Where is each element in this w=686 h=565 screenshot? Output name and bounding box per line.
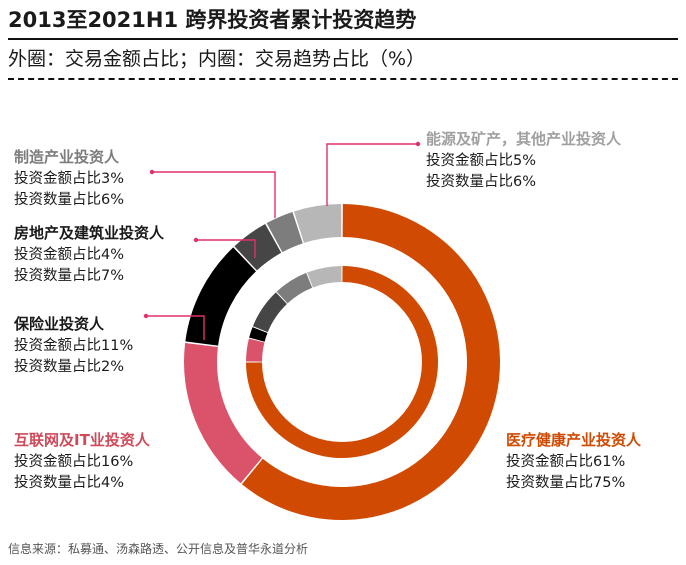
leader-lines: [143, 141, 421, 340]
label-outer-value-4: 投资金额占比3%: [14, 170, 124, 187]
chart-subtitle: 外圈：交易金额占比；内圈：交易趋势占比（%）: [8, 48, 426, 70]
leader-dot-3: [193, 237, 199, 243]
category-labels: 医疗健康产业投资人投资金额占比61%投资数量占比75%互联网及IT业投资人投资金…: [13, 130, 642, 491]
label-name-3: 房地产及建筑业投资人: [14, 224, 165, 242]
label-outer-value-3: 投资金额占比4%: [14, 246, 124, 263]
label-name-1: 互联网及IT业投资人: [14, 431, 151, 449]
inner-ring-slice-2: [249, 327, 268, 342]
leader-line-3: [196, 239, 256, 258]
subtitle-dashed-rule: [8, 78, 678, 80]
label-outer-value-1: 投资金额占比16%: [14, 453, 133, 470]
outer-ring-slice-0: [241, 204, 501, 520]
label-inner-value-3: 投资数量占比7%: [14, 267, 124, 284]
label-inner-value-5: 投资数量占比6%: [426, 173, 536, 190]
outer-ring-slice-1: [183, 343, 262, 484]
label-outer-value-0: 投资金额占比61%: [506, 453, 625, 470]
label-name-2: 保险业投资人: [13, 315, 105, 333]
leader-dot-2: [143, 313, 149, 319]
source-note: 信息来源：私募通、汤森路透、公开信息及普华永道分析: [8, 542, 309, 556]
label-inner-value-1: 投资数量占比4%: [14, 474, 124, 491]
label-name-4: 制造产业投资人: [14, 148, 120, 166]
outer-ring-slice-3: [234, 223, 282, 271]
inner-ring: [246, 266, 439, 459]
leader-line-4: [152, 171, 276, 218]
inner-ring-slice-1: [246, 338, 265, 362]
leader-line-2: [146, 315, 205, 340]
inner-ring-slice-5: [307, 266, 342, 288]
label-inner-value-0: 投资数量占比75%: [506, 474, 625, 491]
outer-ring-slice-2: [185, 247, 256, 346]
label-outer-value-5: 投资金额占比5%: [426, 152, 536, 169]
inner-ring-slice-4: [276, 272, 313, 304]
chart-title: 2013至2021H1 跨界投资者累计投资趋势: [8, 8, 417, 32]
title-rule: [8, 38, 678, 40]
leader-line-5: [326, 143, 418, 206]
leader-dot-5: [415, 141, 421, 147]
outer-ring-slice-5: [293, 204, 342, 243]
label-name-5: 能源及矿产，其他产业投资人: [426, 130, 622, 148]
label-inner-value-4: 投资数量占比6%: [14, 191, 124, 208]
label-name-0: 医疗健康产业投资人: [506, 431, 642, 449]
inner-ring-slice-3: [252, 292, 287, 333]
outer-ring: [183, 204, 501, 520]
outer-ring-slice-4: [266, 211, 303, 253]
label-outer-value-2: 投资金额占比11%: [14, 337, 133, 354]
label-inner-value-2: 投资数量占比2%: [14, 358, 124, 375]
leader-dot-4: [149, 169, 155, 175]
